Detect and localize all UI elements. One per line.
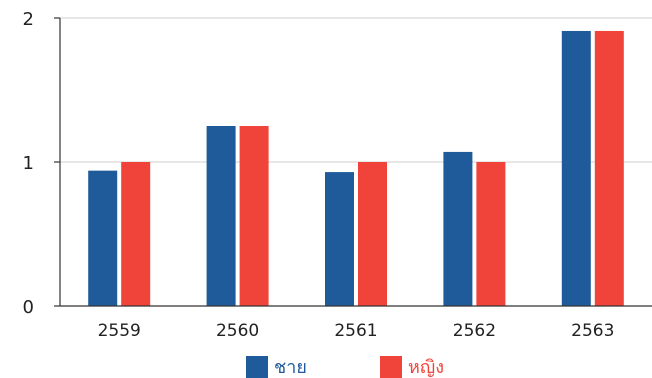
bar-female-2562 — [476, 162, 506, 306]
legend-item-female: หญิง — [380, 356, 444, 378]
y-tick-label: 2 — [23, 9, 34, 30]
bar-male-2563 — [561, 30, 591, 307]
bar-female-2561 — [358, 162, 387, 306]
bar-female-2560 — [239, 126, 269, 306]
legend-label: ชาย — [274, 357, 307, 378]
bars — [88, 30, 624, 307]
x-tick-label: 2562 — [453, 321, 496, 341]
bar-male-2560 — [206, 126, 236, 306]
x-tick-label: 2559 — [98, 321, 141, 341]
bar-male-2561 — [325, 172, 354, 306]
legend-swatch — [246, 356, 268, 378]
y-axis: 0 1 2 — [23, 9, 61, 318]
bar-female-2563 — [594, 30, 624, 307]
x-tick-label: 2560 — [216, 321, 259, 341]
x-axis: 2559 2560 2561 2562 2563 — [60, 305, 652, 341]
bar-female-2559 — [121, 162, 151, 306]
legend-swatch — [380, 356, 402, 378]
legend-item-male: ชาย — [246, 356, 307, 378]
y-tick-label: 1 — [23, 153, 34, 174]
legend: ชาย หญิง — [246, 356, 444, 378]
y-tick-label: 0 — [23, 297, 34, 318]
legend-label: หญิง — [408, 357, 444, 378]
bar-male-2562 — [443, 151, 473, 306]
bar-male-2559 — [88, 170, 118, 306]
x-tick-label: 2561 — [334, 321, 377, 341]
x-tick-label: 2563 — [571, 321, 614, 341]
